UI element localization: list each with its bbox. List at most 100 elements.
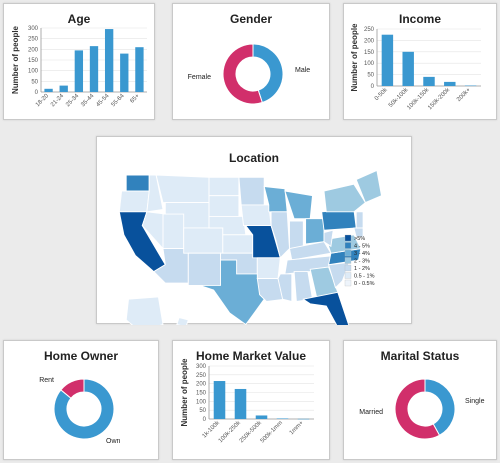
location-map: >5% 4 - 5%3 - 4% 2 - 3%1 - 2% 0.5 - 1%0 - 0…	[118, 169, 383, 325]
x-tick-label: 35-44	[80, 93, 96, 109]
state-ohio	[305, 218, 325, 245]
location-card: Location >5% 4 - 5% 3 - 4% 2 - 3% 1 - 2% 0.5 …	[96, 136, 412, 325]
slice-label: Male	[295, 67, 310, 74]
slice-label: Single	[465, 398, 485, 405]
state-michigan	[284, 190, 314, 220]
legend-label: >5%	[354, 236, 365, 242]
bar	[381, 34, 394, 86]
x-tick-label: 45-54	[95, 93, 111, 109]
state-new-jersey	[355, 211, 364, 229]
slice-label: Married	[359, 409, 383, 416]
y-tick-label: 200	[28, 47, 39, 53]
y-tick-label: 300	[196, 364, 207, 370]
state-new-england	[355, 169, 383, 204]
state-mississippi	[277, 273, 293, 303]
income-title: Income	[398, 12, 441, 26]
bar	[297, 418, 310, 420]
pie-slice	[252, 43, 284, 104]
age-title: Age	[67, 12, 91, 26]
bar	[234, 388, 247, 419]
x-tick-label: 25-34	[65, 93, 81, 109]
marital-status-card: Marital Status Single Married	[343, 340, 497, 460]
home-owner-title: Home Owner	[43, 349, 118, 363]
pie-slice	[53, 378, 115, 440]
state-virginia	[325, 234, 362, 254]
legend-swatch	[344, 242, 352, 249]
x-tick-label: 1mm+	[289, 420, 305, 436]
pie-slice	[394, 378, 441, 440]
state-iowa	[240, 204, 272, 227]
state-alaska	[125, 296, 164, 325]
state-illinois	[270, 211, 290, 259]
x-tick-label: 55-64	[111, 93, 127, 109]
pie-slice	[222, 43, 263, 105]
y-tick-label: 50	[367, 73, 374, 79]
state-minnesota	[238, 176, 265, 206]
legend-swatch	[344, 249, 352, 257]
legend-label: 4 - 5%	[354, 244, 370, 250]
state-arkansas	[256, 257, 281, 279]
y-axis-label: Number of people	[350, 23, 359, 92]
y-tick-label: 0	[203, 417, 207, 423]
legend-swatch	[344, 279, 352, 287]
bar	[59, 85, 68, 92]
state-alabama	[293, 271, 314, 303]
y-tick-label: 100	[364, 61, 375, 67]
pie-slice	[60, 378, 85, 399]
legend-swatch	[344, 257, 352, 264]
y-tick-label: 250	[196, 373, 207, 379]
x-tick-label: 65+	[129, 93, 141, 105]
state-south-carolina	[328, 261, 350, 289]
state-south-dakota	[208, 195, 240, 217]
bar	[402, 51, 414, 86]
state-pennsylvania	[321, 209, 357, 231]
y-tick-label: 150	[196, 391, 207, 397]
y-tick-label: 50	[199, 408, 206, 414]
slice-label: Own	[106, 438, 121, 445]
bar	[44, 88, 53, 92]
bar	[89, 46, 99, 92]
age-card: Age 0 50 100 150 200 250 300 18-20 21-24 25-34 35-…	[3, 3, 155, 120]
legend-swatch	[344, 264, 352, 272]
home-market-value-card: Home Market Value 0 50 100 150 200 250 300 1k-1…	[172, 340, 330, 460]
state-hawaii	[176, 317, 189, 325]
legend-swatch	[344, 272, 352, 279]
slice-label: Rent	[39, 377, 54, 384]
y-axis-label: Number of people	[11, 25, 20, 94]
state-texas	[199, 259, 265, 325]
legend-label: 0 - 0.5%	[354, 281, 375, 287]
y-tick-label: 300	[28, 26, 39, 32]
legend-swatch	[344, 234, 352, 242]
legend-label: 0.5 - 1%	[354, 274, 375, 280]
state-oregon	[118, 190, 150, 213]
home-owner-card: Home Owner Own Rent	[3, 340, 159, 460]
y-tick-label: 0	[35, 90, 39, 96]
state-north-dakota	[208, 176, 240, 197]
state-utah	[162, 213, 185, 250]
state-new-mexico	[187, 252, 221, 286]
bar	[74, 50, 84, 92]
home-market-value-title: Home Market Value	[195, 349, 307, 363]
y-tick-label: 150	[28, 58, 39, 64]
gender-title: Gender	[229, 12, 272, 26]
state-louisiana	[256, 278, 286, 302]
bar	[276, 418, 289, 419]
y-tick-label: 250	[364, 27, 375, 33]
us-map-states	[118, 169, 383, 325]
y-axis-label: Number of people	[180, 358, 189, 427]
income-card: Income 0 50 100 150 200 250 0-50k 50k-100k 100k-…	[343, 3, 497, 120]
bar	[120, 53, 129, 92]
state-colorado	[183, 227, 224, 254]
slice-label: Female	[188, 74, 211, 81]
y-tick-label: 150	[364, 50, 375, 56]
legend-label: 3 - 4%	[354, 251, 370, 257]
x-tick-label: 200k+	[456, 87, 472, 103]
state-montana	[155, 174, 210, 204]
y-tick-label: 200	[196, 382, 207, 388]
bar	[255, 415, 268, 419]
home-owner-chart: Own Rent	[39, 377, 121, 445]
bar	[444, 81, 456, 86]
state-kansas	[222, 234, 254, 254]
